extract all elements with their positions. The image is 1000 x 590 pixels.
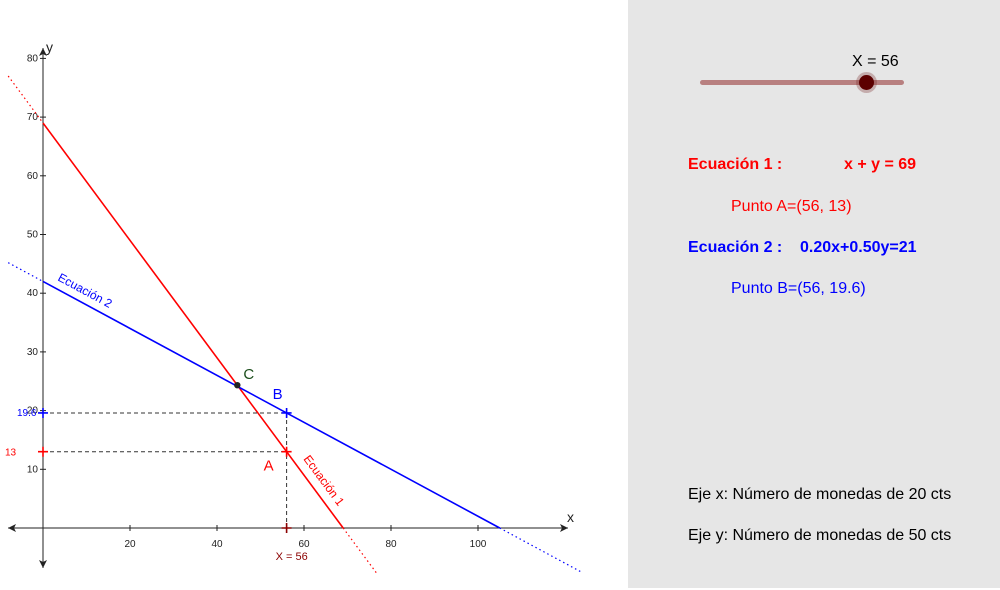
equation-2-dotted-left: [7, 262, 44, 282]
x-tick-label: 60: [298, 539, 310, 550]
algebra-panel: X = 56 Ecuación 1 : x + y = 69 Punto A=(…: [628, 0, 1000, 588]
slider-knob[interactable]: [858, 75, 874, 90]
y-axis-description: Eje y: Número de monedas de 50 cts: [688, 527, 952, 544]
y-marker-a: [38, 446, 48, 457]
point-a-text: Punto A=(56, 13): [731, 198, 852, 215]
y-tick-label: 70: [27, 112, 39, 123]
equation-1-dotted-left: [7, 75, 44, 124]
slider-value-label: X = 56: [852, 53, 899, 70]
equation-2-dotted-right: [499, 527, 583, 574]
x-tick-label: 40: [211, 539, 223, 550]
point-c-label: C: [243, 366, 254, 383]
x-tick-label: 100: [470, 539, 487, 550]
y-axis-arrow: [39, 48, 47, 56]
y-tick-label: 40: [27, 288, 39, 299]
y-tick-label: 50: [27, 230, 39, 241]
point-b-label: B: [273, 386, 283, 403]
x-axis-label: x: [567, 509, 574, 525]
y-axis-label: y: [46, 39, 53, 55]
point-a-marker: [281, 446, 292, 457]
point-b-text: Punto B=(56, 19.6): [731, 280, 866, 297]
x-axis-description: Eje x: Número de monedas de 20 cts: [688, 486, 952, 503]
y-tick-label: 60: [27, 171, 39, 182]
y-value-a-label: 13: [5, 448, 17, 459]
y-value-b-label: 19.6: [17, 408, 37, 419]
axis-ticks: 20 40 60 80 100 10 20 30 40 50 60 70 80: [27, 53, 487, 550]
y-axis-arrow-down: [39, 560, 47, 568]
point-markers: A B C X = 56 13 19.6: [5, 366, 308, 563]
x-value-label: X = 56: [276, 551, 308, 563]
x-tick-label: 80: [385, 539, 397, 550]
equation-1-dotted-right: [342, 527, 379, 576]
equation-2-line: [42, 280, 501, 529]
x-tick-label: 20: [124, 539, 136, 550]
x-marker: [281, 523, 292, 533]
equation-2: 0.20x+0.50y=21: [800, 239, 917, 256]
x-axis-arrow: [560, 524, 568, 532]
axes: xy: [8, 39, 574, 568]
equation-2-label: Ecuación 2 :: [688, 239, 783, 256]
point-a-label: A: [264, 458, 274, 475]
equation-1: x + y = 69: [844, 156, 917, 173]
x-slider[interactable]: [700, 75, 904, 90]
equation-1-label: Ecuación 1 :: [688, 156, 783, 173]
point-b-marker: [281, 407, 292, 418]
y-marker-b: [38, 407, 48, 418]
y-tick-label: 80: [27, 53, 39, 64]
point-c-marker: [234, 381, 241, 389]
y-tick-label: 20: [27, 406, 39, 417]
equation-1-line: [42, 122, 344, 529]
y-tick-label: 30: [27, 347, 39, 358]
x-axis-arrow-left: [8, 524, 16, 532]
y-tick-label: 10: [27, 464, 39, 475]
